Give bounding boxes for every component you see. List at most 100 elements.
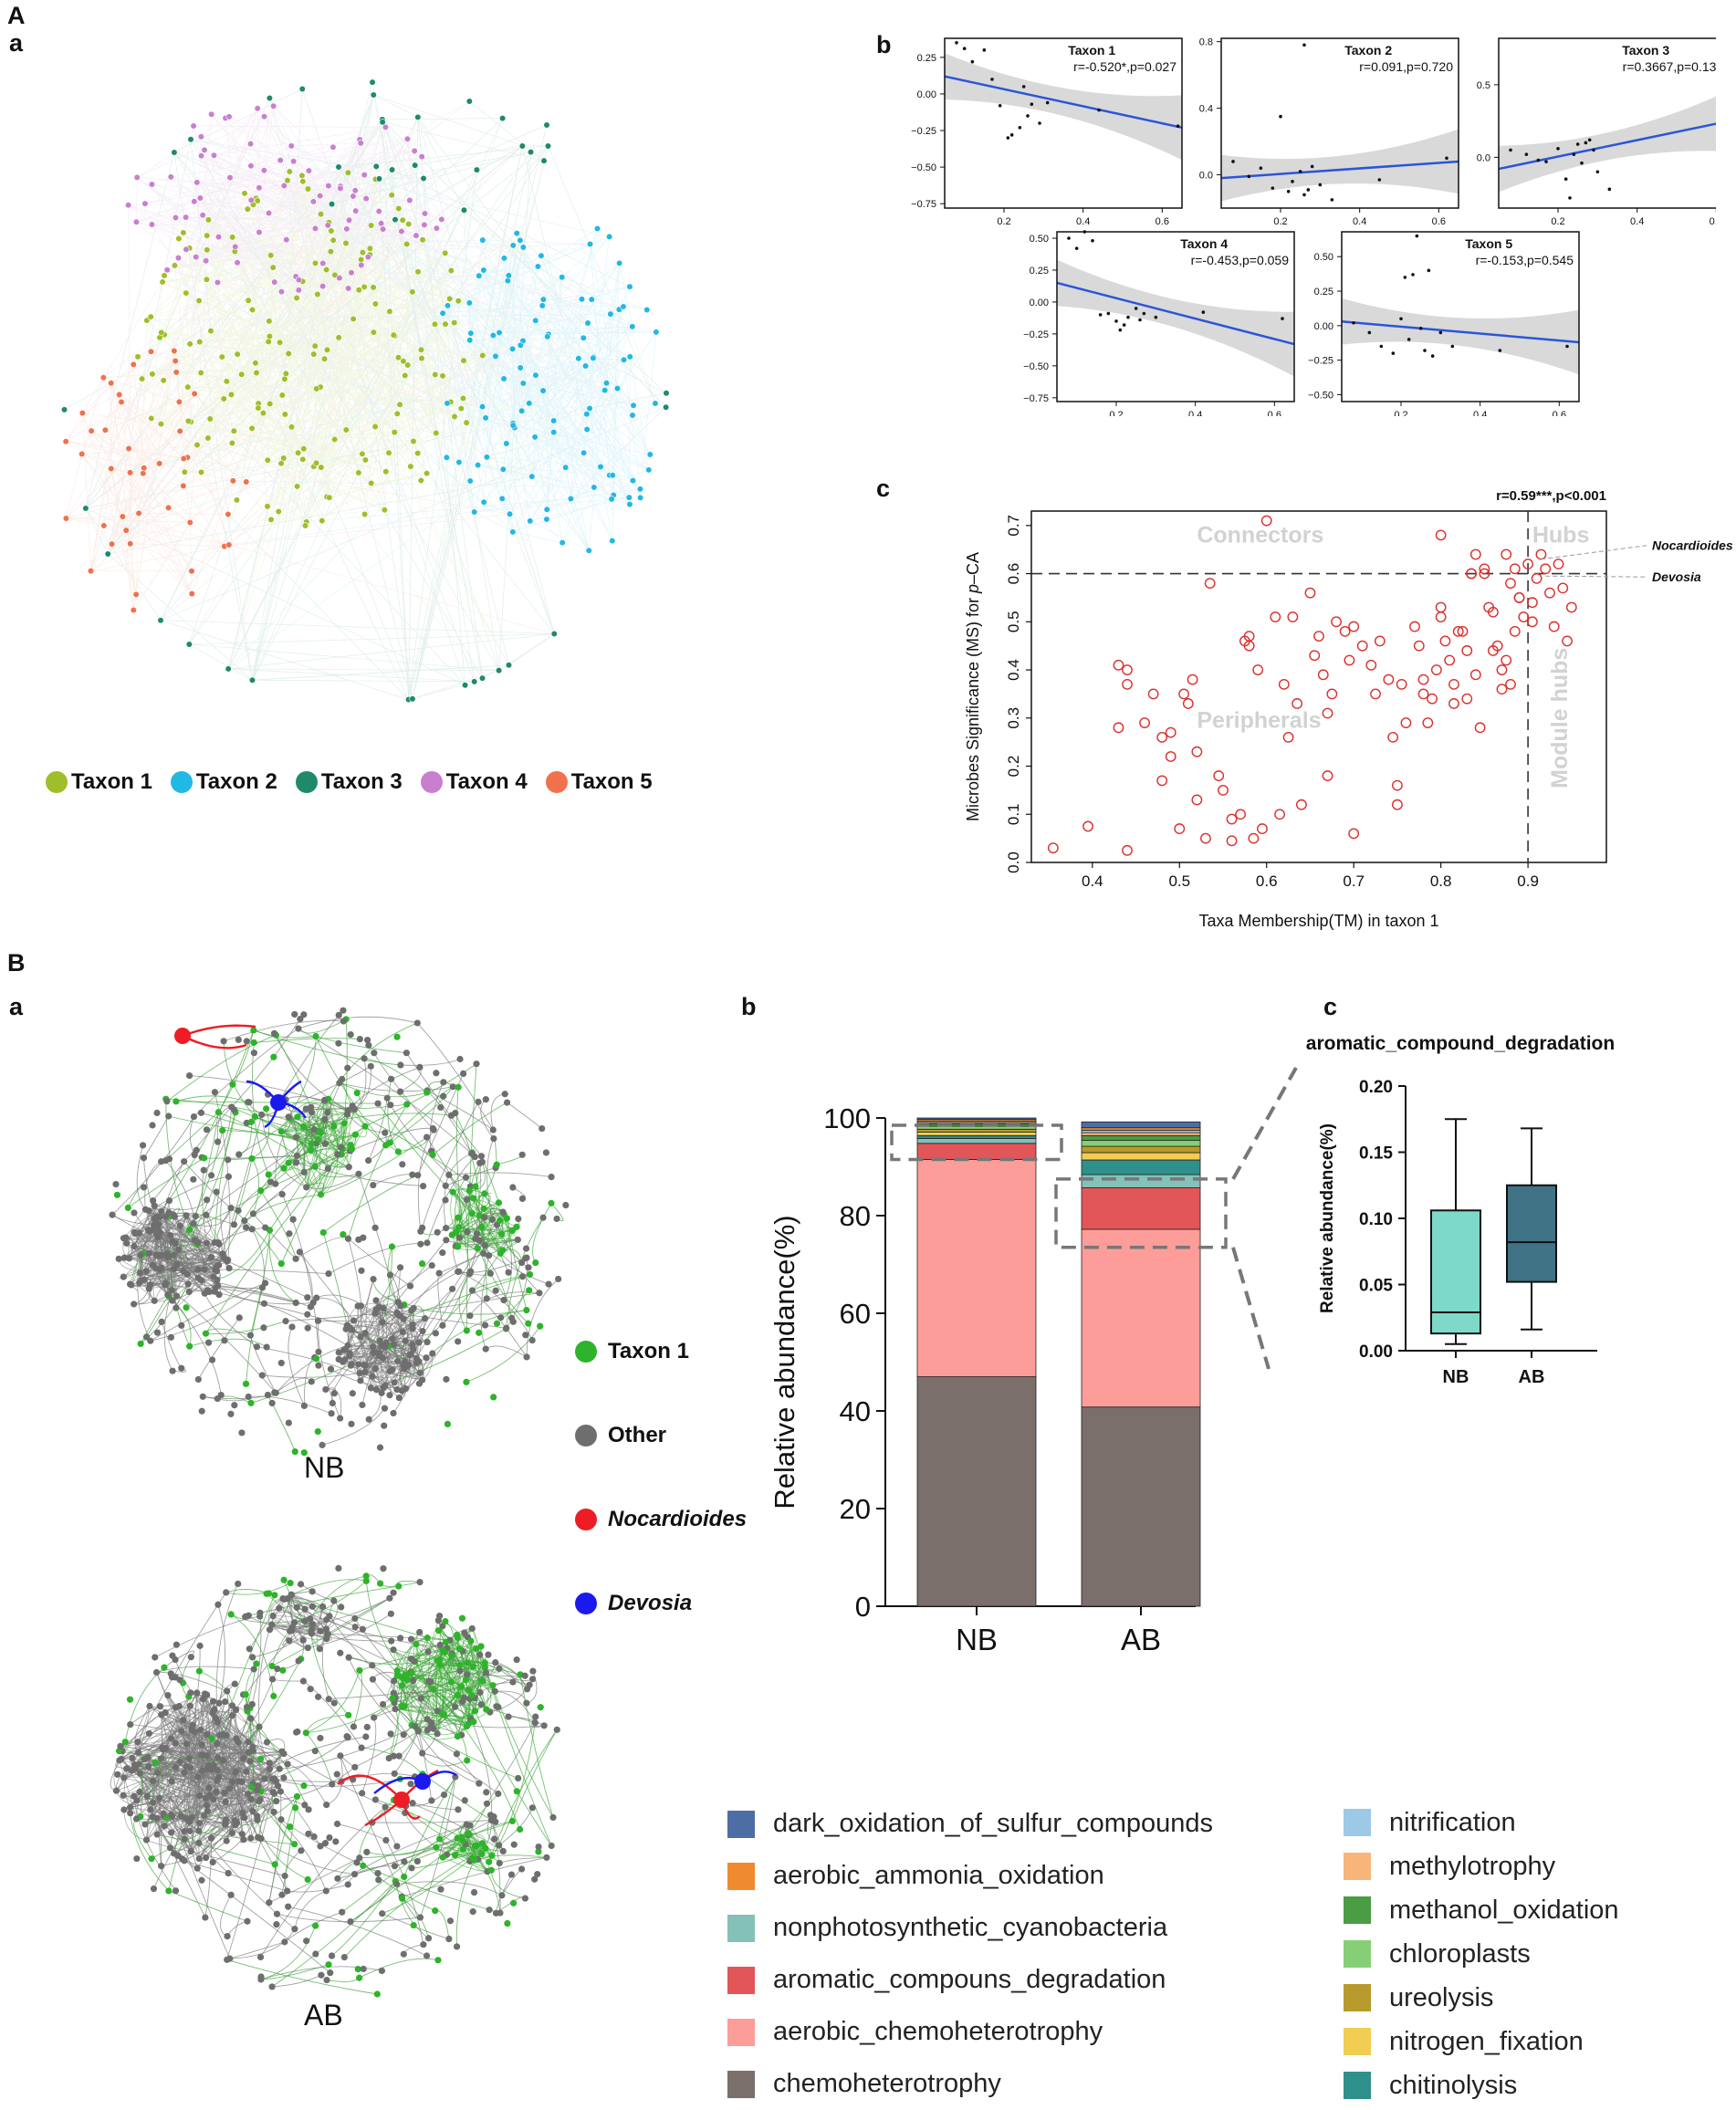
network-edge [354,1670,362,1727]
network-node [507,511,513,517]
other-node [301,1403,308,1409]
other-node [401,1365,407,1372]
network-node [410,695,416,702]
taxon-1-node [248,1119,255,1125]
other-node [376,1304,382,1311]
data-point [1471,670,1480,679]
network-node [172,150,178,156]
network-node [312,225,319,232]
x-tick-label: 0.5 [1168,872,1190,890]
network-node [282,376,288,382]
network-node [150,371,156,378]
network-node [261,167,267,173]
other-node [379,1319,385,1325]
data-point [1302,193,1306,197]
data-point [1511,564,1520,573]
other-node [225,1174,232,1180]
data-point [1352,321,1355,325]
other-node [361,1055,367,1061]
data-point [1030,102,1034,106]
network-node [318,211,324,217]
network-node [664,390,670,396]
data-point [1396,680,1406,689]
network-node [235,259,241,266]
other-node [350,1390,356,1396]
other-node [190,1220,196,1227]
other-node [414,1019,421,1026]
other-node [482,1242,488,1248]
other-node [292,1256,298,1262]
other-node [201,1266,207,1272]
other-node [208,1172,214,1178]
data-point [1260,166,1263,170]
panel-label-B: B [7,949,26,977]
other-node [424,1339,431,1345]
network-edge [189,644,498,671]
other-node [407,1352,413,1358]
x-tick-label: 0.2 [1109,410,1123,416]
data-point [1410,622,1419,631]
other-node [503,1325,509,1332]
network-node [356,470,362,476]
network-node [499,115,506,121]
network-edge [587,429,649,469]
network-node [125,202,131,208]
x-tick-label: 0.7 [1343,872,1365,890]
other-node [468,1150,475,1156]
other-node [543,1149,549,1155]
data-point [1202,310,1206,314]
network-node [290,158,297,164]
taxon-1-node [466,1187,473,1194]
network-edge [407,245,408,366]
data-point [1445,156,1448,160]
network-node [594,225,601,232]
data-point [1588,138,1592,141]
network-edge [507,1102,542,1129]
other-node [303,1184,309,1190]
legend-label-taxon-1: Taxon 1 [71,769,152,795]
network-node [108,465,114,472]
data-point [1407,338,1411,341]
network-node [452,413,458,420]
data-point [1184,699,1193,708]
network-node [580,335,587,341]
network-node [509,346,516,352]
data-point [1445,655,1454,664]
network-node [116,392,122,398]
data-point [1436,612,1445,622]
network-node [148,314,154,320]
other-node [157,1229,163,1236]
other-node [437,1104,444,1111]
network-node [389,192,395,198]
data-point [1399,317,1403,320]
x-tick-label: 0.4 [1473,410,1487,416]
network-node [455,298,462,304]
x-tick-label: 0.2 [1394,410,1407,416]
data-point [1497,684,1506,694]
network-node [456,459,463,465]
network-edge [137,117,229,178]
network-node [559,539,566,546]
y-tick-label: −0.50 [1308,390,1333,401]
other-node [403,1338,409,1344]
y-tick-label: 0.6 [1005,563,1022,585]
network-node [182,469,188,475]
y-tick-label: 0.3 [1005,707,1022,729]
other-node [241,1217,247,1224]
other-node [348,1421,354,1427]
network-node [440,373,446,380]
network-node [331,436,338,443]
network-edge [288,1885,349,1892]
other-node [442,1196,448,1203]
network-edge [66,442,225,547]
network-node [568,496,574,502]
network-node [396,205,403,212]
network-node [133,219,140,225]
regression-subplot-1: Taxon 1r=-0.520*,p=0.0270.250.00−0.25−0.… [911,38,1182,227]
network-node [173,214,179,221]
network-node [189,590,195,597]
network-edge [329,1023,418,1099]
network-node [402,372,408,379]
network-node [78,451,85,457]
